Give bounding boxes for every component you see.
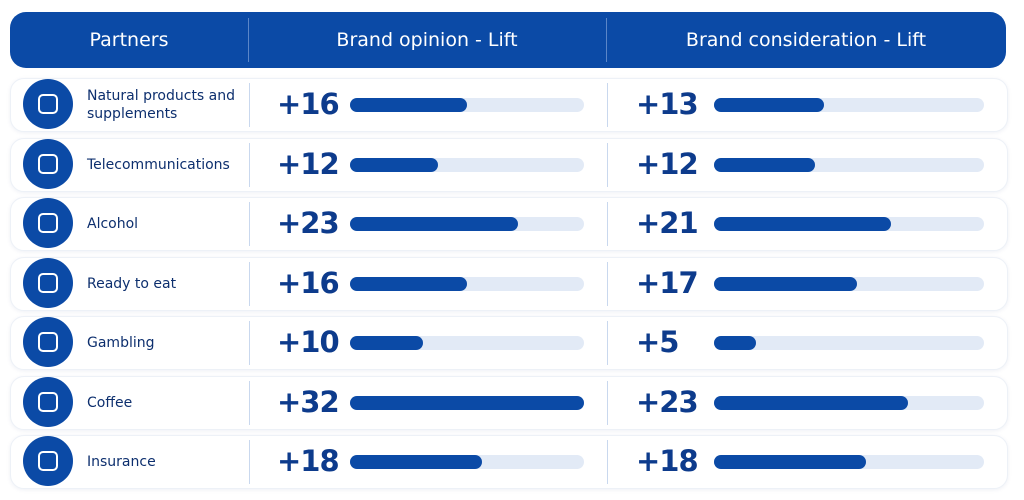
bar bbox=[350, 276, 467, 291]
header: Partners Brand opinion - Lift Brand cons… bbox=[10, 12, 1006, 68]
icon bbox=[23, 317, 73, 367]
value-label: +16 bbox=[277, 265, 340, 300]
value-label: +13 bbox=[636, 87, 699, 121]
divider bbox=[249, 261, 250, 306]
partner-label: Alcohol bbox=[87, 216, 139, 232]
bar-track bbox=[350, 157, 584, 172]
bar bbox=[350, 98, 467, 112]
bar bbox=[714, 157, 816, 172]
value-label: +10 bbox=[277, 325, 340, 359]
divider bbox=[607, 380, 608, 425]
divider bbox=[249, 202, 250, 246]
divider bbox=[607, 261, 608, 306]
value-label: +18 bbox=[277, 444, 340, 478]
column-title: Partners bbox=[89, 29, 169, 51]
icon bbox=[23, 198, 73, 248]
bar-track bbox=[714, 336, 984, 350]
partner-label: Natural products and supplements bbox=[87, 88, 236, 122]
bar bbox=[714, 276, 858, 291]
column-title: Brand consideration - Lift bbox=[685, 29, 927, 51]
row: Natural products and supplements +16 +13 bbox=[10, 78, 1008, 132]
divider bbox=[249, 83, 250, 127]
partner-label: Ready to eat bbox=[87, 275, 177, 292]
row: Alcohol +23 +21 bbox=[10, 197, 1008, 251]
value-label: +21 bbox=[636, 206, 699, 240]
value-label: +23 bbox=[636, 384, 699, 419]
icon bbox=[23, 79, 73, 129]
bar bbox=[350, 336, 424, 350]
divider bbox=[607, 321, 608, 365]
icon bbox=[23, 257, 73, 308]
row: Telecommunications +12 +12 bbox=[10, 137, 1008, 192]
partner-label: Gambling bbox=[87, 335, 155, 351]
value-label: +32 bbox=[277, 384, 340, 419]
partner-label: Coffee bbox=[87, 394, 133, 411]
divider bbox=[248, 18, 249, 62]
bar bbox=[350, 455, 482, 469]
bar bbox=[350, 395, 584, 410]
divider bbox=[249, 440, 250, 484]
bar-track bbox=[350, 395, 584, 410]
bar bbox=[350, 217, 519, 231]
value-label: +12 bbox=[636, 146, 699, 181]
value-label: +12 bbox=[277, 146, 340, 181]
icon bbox=[23, 138, 73, 189]
bar-track bbox=[350, 276, 584, 291]
bar bbox=[714, 217, 892, 231]
row: Insurance +18 +18 bbox=[10, 435, 1008, 489]
row: Coffee +32 +23 bbox=[10, 375, 1008, 430]
bar-track bbox=[714, 395, 984, 410]
divider bbox=[607, 440, 608, 484]
bar bbox=[714, 98, 824, 112]
divider bbox=[607, 83, 608, 127]
bar-track bbox=[350, 455, 584, 469]
bar-track bbox=[714, 455, 984, 469]
divider bbox=[249, 321, 250, 365]
bar-track bbox=[714, 157, 984, 172]
divider bbox=[249, 142, 250, 187]
value-label: +18 bbox=[636, 444, 699, 478]
value-label: +16 bbox=[277, 87, 340, 121]
icon bbox=[23, 376, 73, 427]
bar-track bbox=[714, 217, 984, 231]
divider bbox=[607, 142, 608, 187]
bar bbox=[350, 157, 438, 172]
divider bbox=[607, 202, 608, 246]
bar bbox=[714, 455, 866, 469]
divider bbox=[606, 18, 607, 62]
column-title: Brand opinion - Lift bbox=[336, 29, 518, 51]
bar-track bbox=[350, 336, 584, 350]
row: Ready to eat +16 +17 bbox=[10, 256, 1008, 311]
partner-label: Telecommunications bbox=[87, 156, 230, 173]
bar-track bbox=[350, 98, 584, 112]
bar-track bbox=[714, 98, 984, 112]
bar bbox=[714, 336, 757, 350]
icon bbox=[23, 436, 73, 486]
value-label: +23 bbox=[277, 206, 340, 240]
value-label: +17 bbox=[636, 265, 699, 300]
bar-track bbox=[350, 217, 584, 231]
divider bbox=[249, 380, 250, 425]
bar-track bbox=[714, 276, 984, 291]
bar bbox=[714, 395, 909, 410]
value-label: +5 bbox=[636, 325, 679, 359]
partner-label: Insurance bbox=[87, 454, 156, 470]
row: Gambling +10 +5 bbox=[10, 316, 1008, 370]
